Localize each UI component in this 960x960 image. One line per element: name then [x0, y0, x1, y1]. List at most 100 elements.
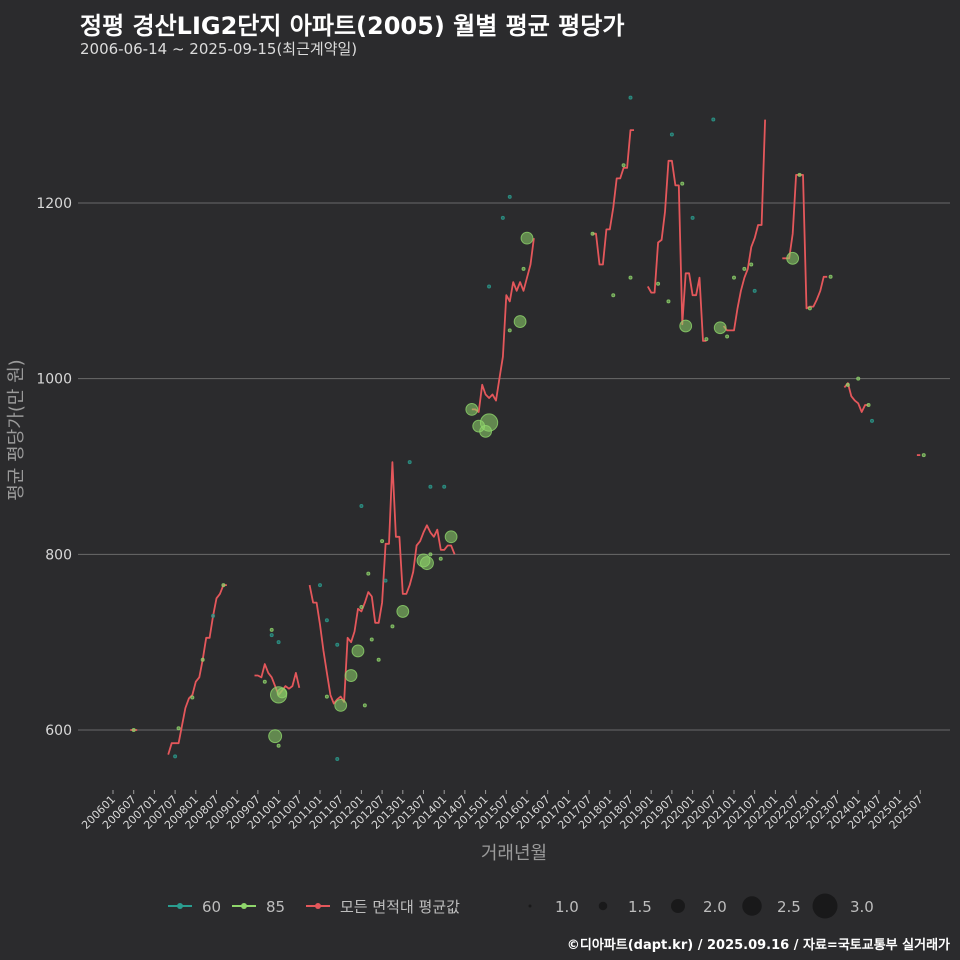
- legend-size-circle: [598, 901, 608, 911]
- point-60: [318, 583, 322, 588]
- point-85: [866, 403, 871, 408]
- avg-line-segment-3: [308, 461, 456, 705]
- point-85: [713, 321, 727, 335]
- legend-size-circle: [742, 896, 762, 916]
- avg-line-segment-9: [843, 382, 869, 413]
- point-85: [221, 583, 226, 588]
- point-85: [797, 172, 802, 177]
- y-axis-label: 평균 평당가(만 원): [6, 359, 27, 500]
- point-85: [786, 251, 800, 265]
- point-85: [438, 556, 443, 561]
- point-85: [749, 262, 754, 267]
- point-85: [621, 163, 626, 168]
- point-60: [359, 504, 364, 509]
- point-60: [335, 642, 340, 647]
- point-85: [507, 328, 512, 333]
- point-85: [390, 624, 395, 629]
- legend-label: 모든 면적대 평균값: [340, 898, 460, 916]
- point-85: [679, 319, 693, 333]
- point-85: [380, 539, 385, 544]
- point-85: [262, 679, 267, 684]
- point-85: [428, 552, 433, 557]
- y-tick-label: 1200: [36, 196, 72, 212]
- average-price-line: [130, 119, 921, 755]
- point-85: [513, 315, 527, 328]
- point-60: [628, 95, 633, 100]
- point-60: [428, 484, 433, 489]
- legend-label: 60: [202, 898, 221, 916]
- point-85: [268, 729, 283, 744]
- point-85: [359, 605, 364, 610]
- legend-label: 85: [266, 898, 285, 916]
- point-60: [669, 132, 674, 137]
- point-60: [487, 284, 492, 289]
- point-85: [200, 657, 205, 662]
- x-axis-label: 거래년월: [481, 843, 547, 864]
- avg-line-segment-1: [167, 584, 227, 755]
- point-60: [500, 215, 505, 220]
- point-60: [211, 613, 216, 618]
- point-85: [362, 703, 367, 708]
- y-tick-label: 600: [45, 723, 72, 739]
- point-85: [704, 337, 709, 342]
- avg-line-segment-7: [722, 119, 766, 332]
- legend-size-circle: [671, 899, 685, 913]
- point-85: [444, 530, 458, 544]
- chart-title: 정평 경산LIG2단지 아파트(2005) 월별 평균 평당가: [80, 12, 625, 40]
- point-85: [680, 181, 685, 186]
- point-60: [383, 578, 388, 583]
- legend-key-dot: [177, 903, 183, 909]
- y-tick-label: 1000: [36, 372, 72, 388]
- point-85: [590, 231, 595, 236]
- series-60-points: [173, 95, 874, 761]
- point-85: [344, 669, 358, 682]
- chart-subtitle: 2006-06-14 ~ 2025-09-15(최근계약일): [80, 40, 358, 58]
- legend-key-dot: [315, 903, 321, 909]
- point-85: [520, 231, 534, 245]
- point-85: [276, 687, 288, 699]
- point-85: [131, 728, 136, 732]
- point-60: [711, 117, 716, 122]
- point-85: [369, 637, 374, 642]
- y-axis-ticks: 600 800 1000 1200: [36, 196, 72, 739]
- point-85: [351, 644, 365, 658]
- point-60: [442, 484, 447, 489]
- point-85: [366, 571, 371, 576]
- point-60: [690, 215, 695, 220]
- avg-line-segment-4: [471, 237, 535, 413]
- point-85: [856, 376, 861, 381]
- point-85: [324, 694, 329, 699]
- point-85: [396, 605, 410, 618]
- point-85: [376, 657, 381, 662]
- point-60: [870, 418, 874, 423]
- legend-size-label: 3.0: [850, 898, 874, 916]
- point-60: [276, 640, 281, 645]
- point-60: [324, 618, 329, 623]
- point-85: [656, 281, 661, 286]
- point-85: [666, 299, 671, 304]
- avg-line-segment-6: [647, 159, 707, 342]
- series-85-points: [131, 163, 926, 748]
- point-85: [176, 726, 181, 731]
- point-60: [173, 754, 178, 759]
- legend-size-label: 2.5: [777, 898, 801, 916]
- point-85: [334, 699, 348, 712]
- y-tick-label: 800: [45, 547, 72, 563]
- point-85: [628, 275, 633, 280]
- legend-size-circle: [812, 893, 838, 919]
- legend-size-label: 1.5: [628, 898, 652, 916]
- point-60: [752, 288, 757, 293]
- point-85: [269, 627, 274, 632]
- point-85: [276, 743, 281, 748]
- point-85: [742, 266, 747, 271]
- point-85: [828, 274, 833, 279]
- legend-size-label: 1.0: [555, 898, 579, 916]
- point-85: [725, 334, 730, 339]
- grid-lines: [78, 202, 950, 731]
- point-85: [807, 306, 812, 311]
- point-85: [420, 556, 434, 571]
- point-60: [335, 756, 340, 761]
- credit-line: ©디아파트(dapt.kr) / 2025.09.16 / 자료=국토교통부 실…: [566, 938, 950, 953]
- legend: 60 85 모든 면적대 평균값 1.0 1.5 2.0 2.5 3.0: [168, 893, 874, 919]
